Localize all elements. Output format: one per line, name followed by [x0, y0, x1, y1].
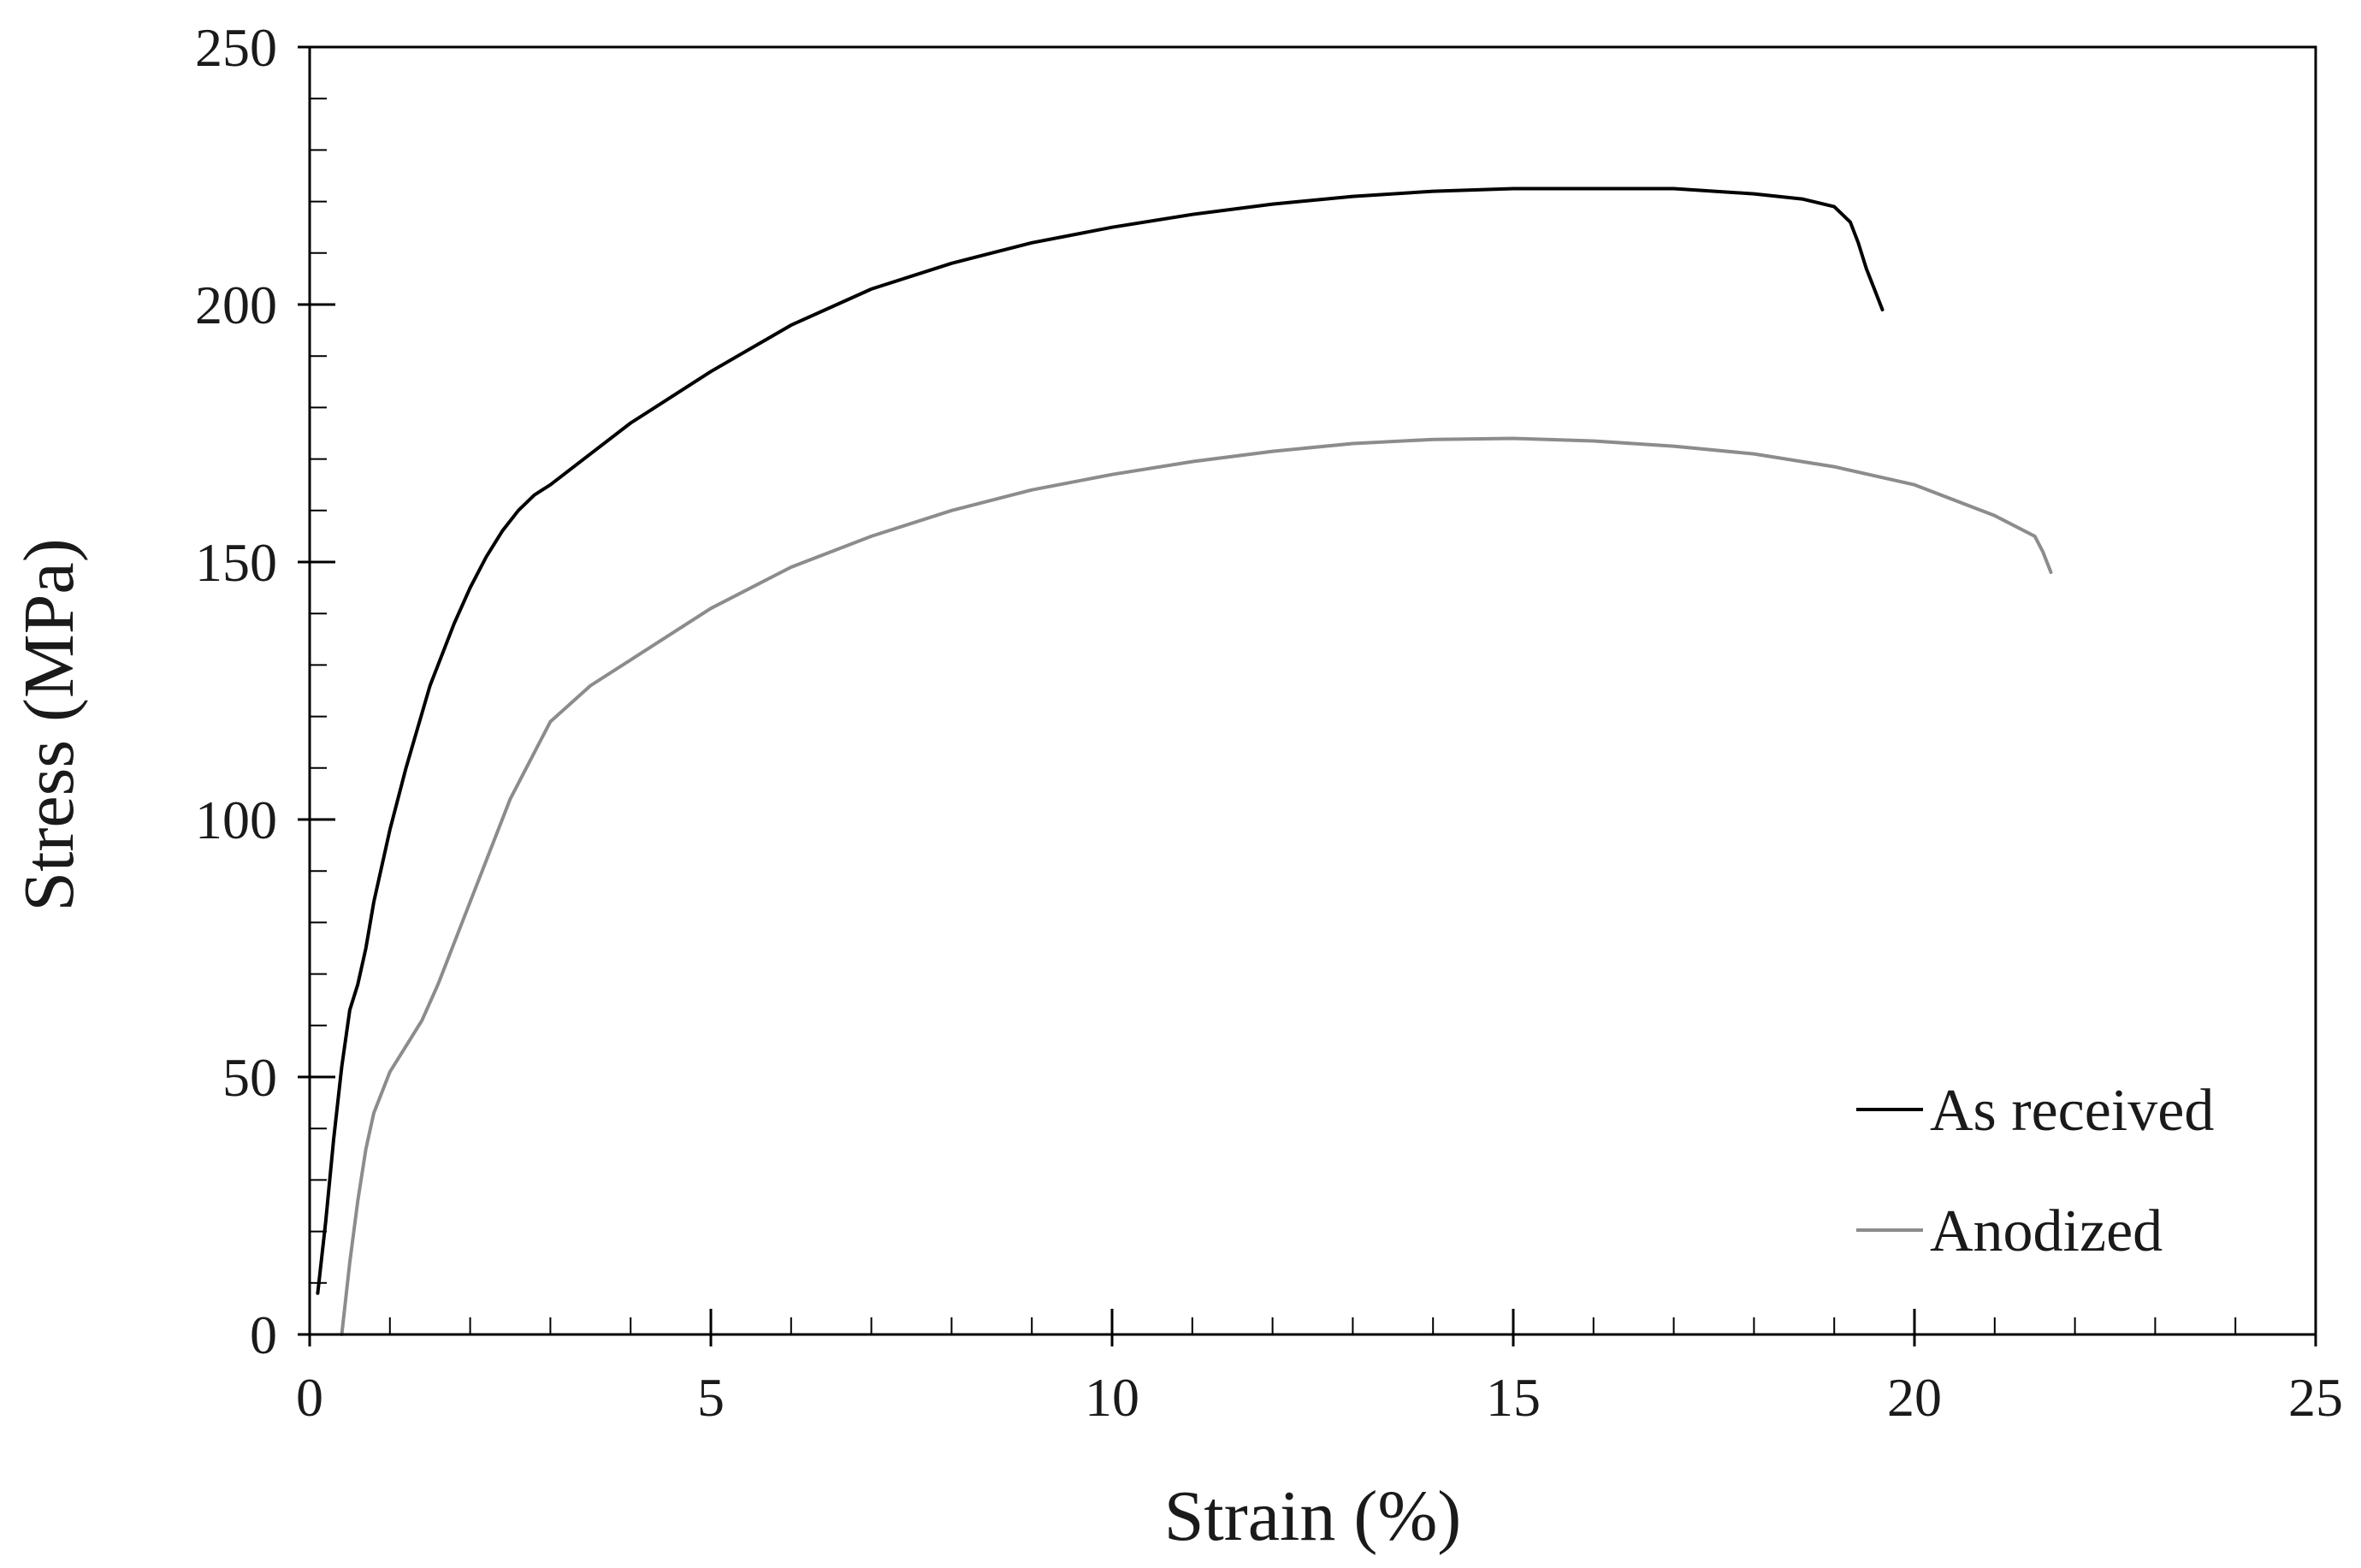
series-lines [316, 186, 2053, 1336]
legend: As received Anodized [1856, 1078, 2214, 1264]
legend-label-as-received: As received [1930, 1078, 2214, 1144]
x-tick-label: 10 [1085, 1367, 1139, 1428]
y-tick-label: 0 [250, 1305, 277, 1365]
x-tick-label: 25 [2288, 1367, 2343, 1428]
y-tick-label: 50 [222, 1047, 277, 1108]
plot-area-frame [308, 45, 2317, 1336]
series-line-as-received [316, 186, 1885, 1295]
x-tick-label: 15 [1486, 1367, 1541, 1428]
x-axis-title: Strain (%) [1164, 1476, 1462, 1556]
y-tick-label: 150 [195, 532, 277, 593]
y-axis-title: Stress (MPa) [9, 538, 89, 911]
y-tick-label: 250 [195, 17, 277, 78]
y-tick-labels: 0 50 100 150 200 250 [195, 17, 277, 1365]
x-tick-label: 20 [1887, 1367, 1942, 1428]
legend-label-anodized: Anodized [1930, 1198, 2163, 1264]
series-line-anodized [340, 436, 2053, 1336]
y-tick-label: 100 [195, 790, 277, 850]
x-tick-labels: 0 5 10 15 20 25 [296, 1367, 2343, 1428]
y-tick-label: 200 [195, 275, 277, 335]
minor-ticks [310, 98, 2237, 1334]
x-tick-label: 0 [296, 1367, 323, 1428]
x-tick-label: 5 [697, 1367, 725, 1428]
